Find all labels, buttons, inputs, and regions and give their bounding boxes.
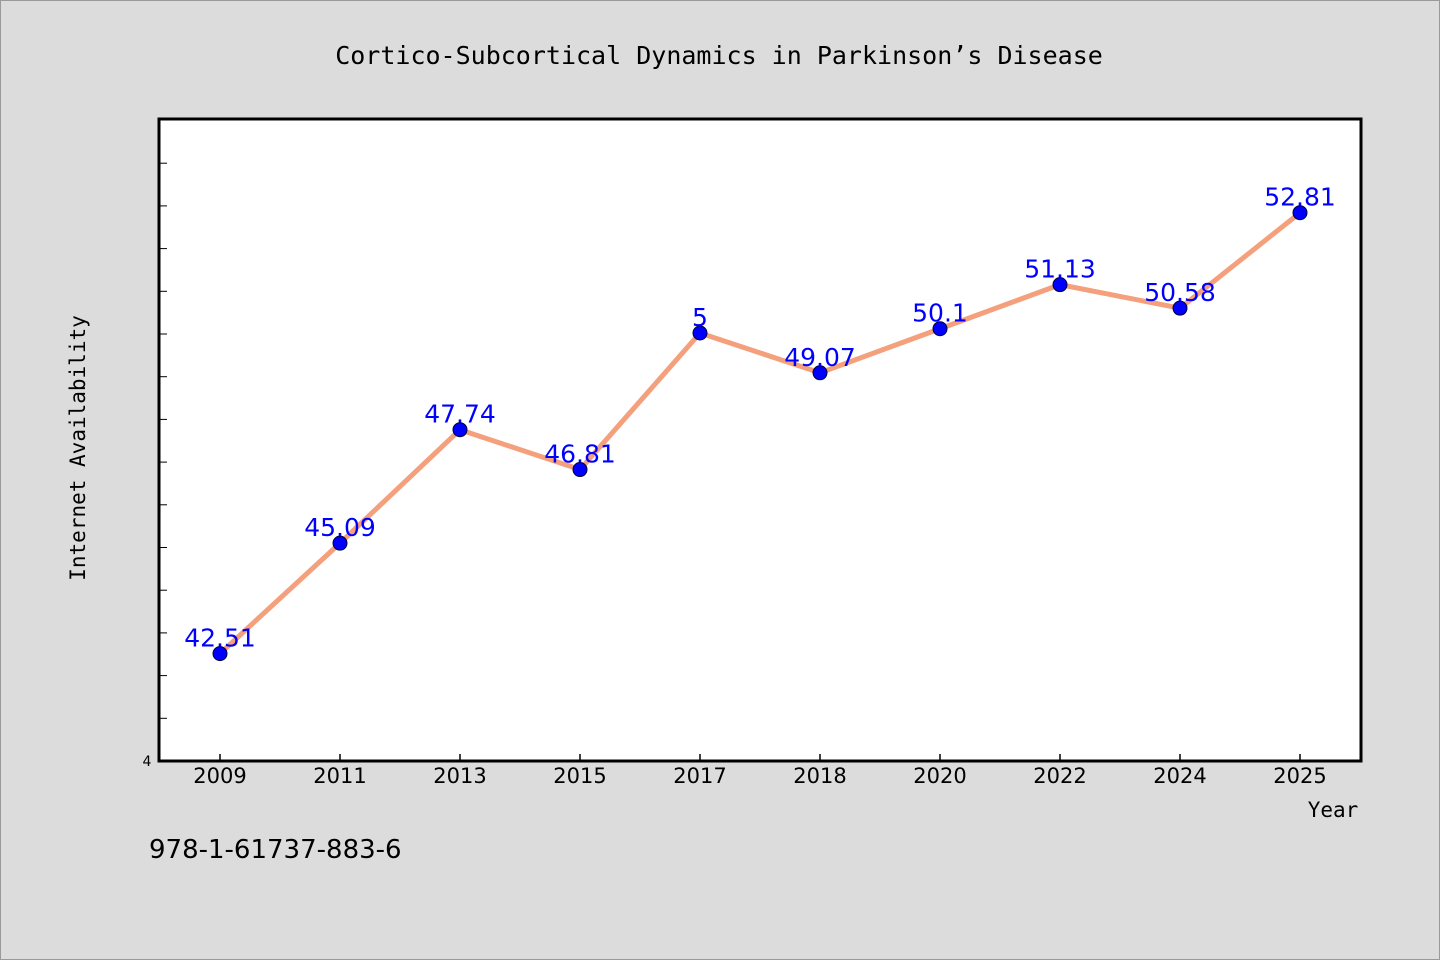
data-label: 46.81	[544, 440, 616, 469]
data-label: 50.58	[1144, 278, 1216, 307]
x-tick-label: 2025	[1273, 764, 1326, 788]
data-label: 49.07	[784, 343, 856, 372]
data-point	[212, 646, 228, 662]
plot-area	[157, 117, 1363, 763]
data-point	[1292, 205, 1308, 221]
x-tick-label: 2009	[193, 764, 246, 788]
x-tick-label: 2024	[1153, 764, 1206, 788]
data-label: 50.1	[912, 299, 968, 328]
x-tick-label: 2015	[553, 764, 606, 788]
data-point	[1052, 277, 1068, 293]
series-line	[218, 210, 1302, 656]
x-tick-label: 2020	[913, 764, 966, 788]
data-label: 42.51	[184, 624, 256, 653]
data-point	[692, 325, 708, 341]
data-point	[572, 462, 588, 478]
data-point	[452, 422, 468, 438]
x-tick-label: 2013	[433, 764, 486, 788]
data-markers	[212, 205, 1308, 662]
y-axis-label: Internet Availability	[66, 315, 90, 581]
x-axis-tick-labels: 2009 2011 2013 2015 2017 2018 2020 2022 2024 2025	[193, 764, 1326, 788]
data-label: 5	[692, 303, 708, 332]
data-label: 52.81	[1264, 183, 1336, 212]
data-point	[1172, 300, 1188, 316]
x-axis-ticks	[219, 754, 1301, 761]
data-label: 51.13	[1024, 255, 1096, 284]
data-labels: 42.51 45.09 47.74 46.81 5 49.07 50.1 51.13 50.58…	[184, 183, 1336, 653]
y-tick-label: 4	[143, 754, 152, 770]
x-tick-label: 2018	[793, 764, 846, 788]
data-label: 45.09	[304, 513, 376, 542]
data-point	[812, 365, 828, 381]
data-label: 47.74	[424, 400, 496, 429]
data-point	[932, 321, 948, 337]
x-tick-label: 2017	[673, 764, 726, 788]
chart-title: Cortico-Subcortical Dynamics in Parkinso…	[335, 41, 1103, 70]
x-axis-label: Year	[1308, 798, 1359, 822]
x-tick-label: 2022	[1033, 764, 1086, 788]
data-point	[332, 535, 348, 551]
x-tick-label: 2011	[313, 764, 366, 788]
y-axis-ticks	[159, 162, 167, 719]
isbn-text: 978-1-61737-883-6	[149, 835, 402, 865]
